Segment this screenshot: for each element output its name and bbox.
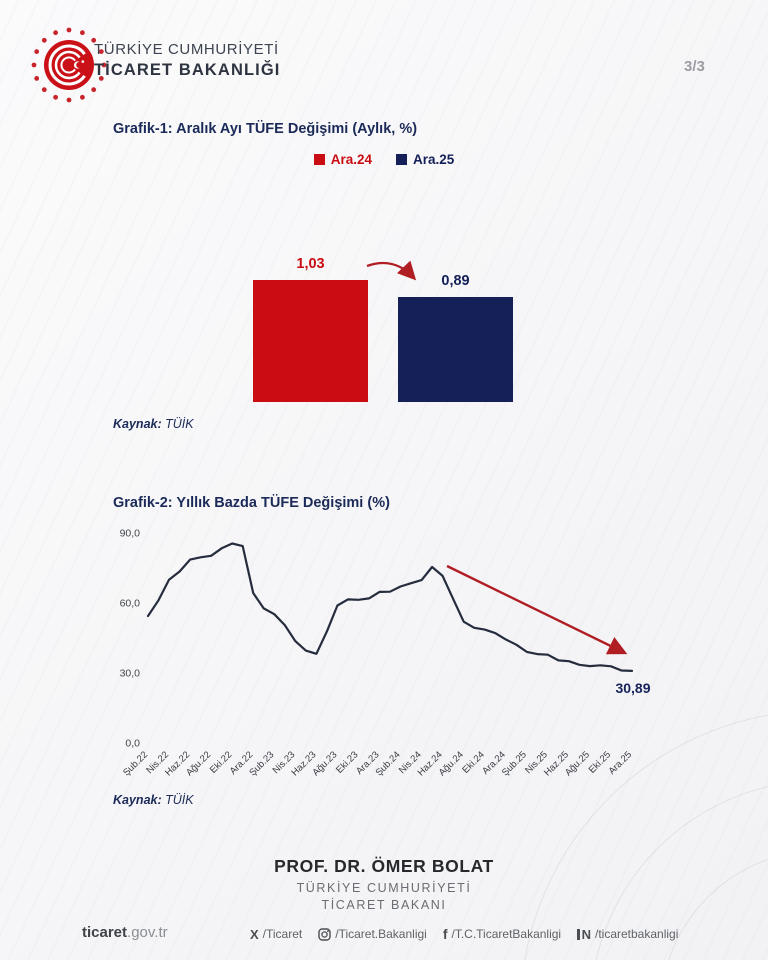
chart1-source: Kaynak: TÜİK <box>113 417 194 431</box>
x-icon: X <box>250 926 259 942</box>
legend-item-ara24: Ara.24 <box>313 152 372 167</box>
legend-label-ara24: Ara.24 <box>330 152 372 167</box>
social-handle: /T.C.TicaretBakanligi <box>451 927 562 941</box>
logo-dot <box>80 30 85 36</box>
social-handle: /ticaretbakanligi <box>594 927 679 941</box>
instagram-icon <box>318 927 331 941</box>
social-handle: /Ticaret <box>262 927 303 941</box>
logo-dot <box>98 49 104 54</box>
chart2-source: Kaynak: TÜİK <box>113 793 194 807</box>
page-number: 3/3 <box>684 58 705 75</box>
website-suffix: .gov.tr <box>127 924 168 941</box>
logo-dot <box>80 94 85 100</box>
logo-dot <box>98 76 104 81</box>
chart1-title: Grafik-1: Aralık Ayı TÜFE Değişimi (Aylı… <box>113 121 418 137</box>
x-axis-tick-label: Şub.22 <box>121 749 150 778</box>
nsosyal-icon: N <box>577 928 591 941</box>
legend-label-ara25: Ara.25 <box>413 152 455 167</box>
source-label: Kaynak: <box>113 793 162 807</box>
decline-arrow-icon <box>446 564 628 655</box>
line-end-value-label: 30,89 <box>615 680 650 696</box>
logo-dot <box>101 62 107 68</box>
decline-arrow-icon <box>366 260 417 281</box>
y-axis-tick-label: 60,0 <box>120 598 141 610</box>
bar-value-ara24: 1,03 <box>296 256 325 272</box>
bar-ara25 <box>398 297 513 402</box>
social-x: X /Ticaret <box>250 927 302 942</box>
website-url: ticaret.gov.tr <box>82 924 168 941</box>
minister-name: PROF. DR. ÖMER BOLAT <box>274 856 494 876</box>
logo-dot <box>53 94 58 100</box>
x-axis-tick-label: Ara.25 <box>607 749 635 777</box>
social-instagram: /Ticaret.Bakanligi <box>318 927 427 941</box>
social-handle: /Ticaret.Bakanligi <box>335 927 427 941</box>
chart2-title: Grafik-2: Yıllık Bazda TÜFE Değişimi (%) <box>113 495 390 511</box>
x-axis: Şub.22Nis.22Haz.22Ağu.22Eki.22Ara.22Şub.… <box>121 749 634 778</box>
social-nsosyal: N /ticaretbakanligi <box>577 927 678 941</box>
logo-dot <box>41 87 47 93</box>
logo-dot <box>66 97 72 103</box>
logo-dot <box>41 37 47 43</box>
y-axis-tick-label: 90,0 <box>120 528 141 540</box>
facebook-icon: f <box>442 926 448 942</box>
logo-dot <box>66 27 72 33</box>
logo-dot <box>91 37 97 43</box>
y-axis-tick-label: 30,0 <box>120 668 141 680</box>
source-value: TÜİK <box>165 417 194 431</box>
logo-dot <box>34 49 40 54</box>
source-label: Kaynak: <box>113 417 162 431</box>
ministry-logo-icon <box>31 27 107 103</box>
y-axis: 90,0 60,0 30,0 0,0 <box>120 528 141 750</box>
logo-dot <box>31 62 37 68</box>
y-axis-tick-label: 0,0 <box>125 738 140 750</box>
logo-dot <box>91 87 97 93</box>
legend-swatch-navy <box>396 154 407 165</box>
logo-dot <box>34 76 40 81</box>
legend-item-ara25: Ara.25 <box>396 152 454 167</box>
org-line-1: TÜRKİYE CUMHURİYETİ <box>94 41 279 58</box>
line-series <box>146 542 634 672</box>
logo-dot <box>53 30 58 36</box>
line-chart: 90,0 60,0 30,0 0,0 Şub.22Nis.22Haz.22Ağu.22… <box>120 528 651 779</box>
social-facebook: f /T.C.TicaretBakanligi <box>443 926 561 942</box>
minister-title-line1: TÜRKİYE CUMHURİYETİ <box>296 881 472 895</box>
legend-swatch-red <box>313 154 325 165</box>
chart1-legend: Ara.24 Ara.25 <box>0 152 768 167</box>
organization-name: TÜRKİYE CUMHURİYETİ TİCARET BAKANLIĞI <box>94 41 280 80</box>
minister-title-line2: TİCARET BAKANI <box>321 898 447 912</box>
bar-value-ara25: 0,89 <box>441 273 470 289</box>
org-line-2: TİCARET BAKANLIĞI <box>94 60 281 79</box>
bar-ara24 <box>253 280 368 402</box>
website-bold: ticaret <box>82 924 128 941</box>
social-handles: X /Ticaret /Ticaret.Bakanligi f /T.C.Tic… <box>250 926 678 942</box>
source-value: TÜİK <box>165 793 194 807</box>
